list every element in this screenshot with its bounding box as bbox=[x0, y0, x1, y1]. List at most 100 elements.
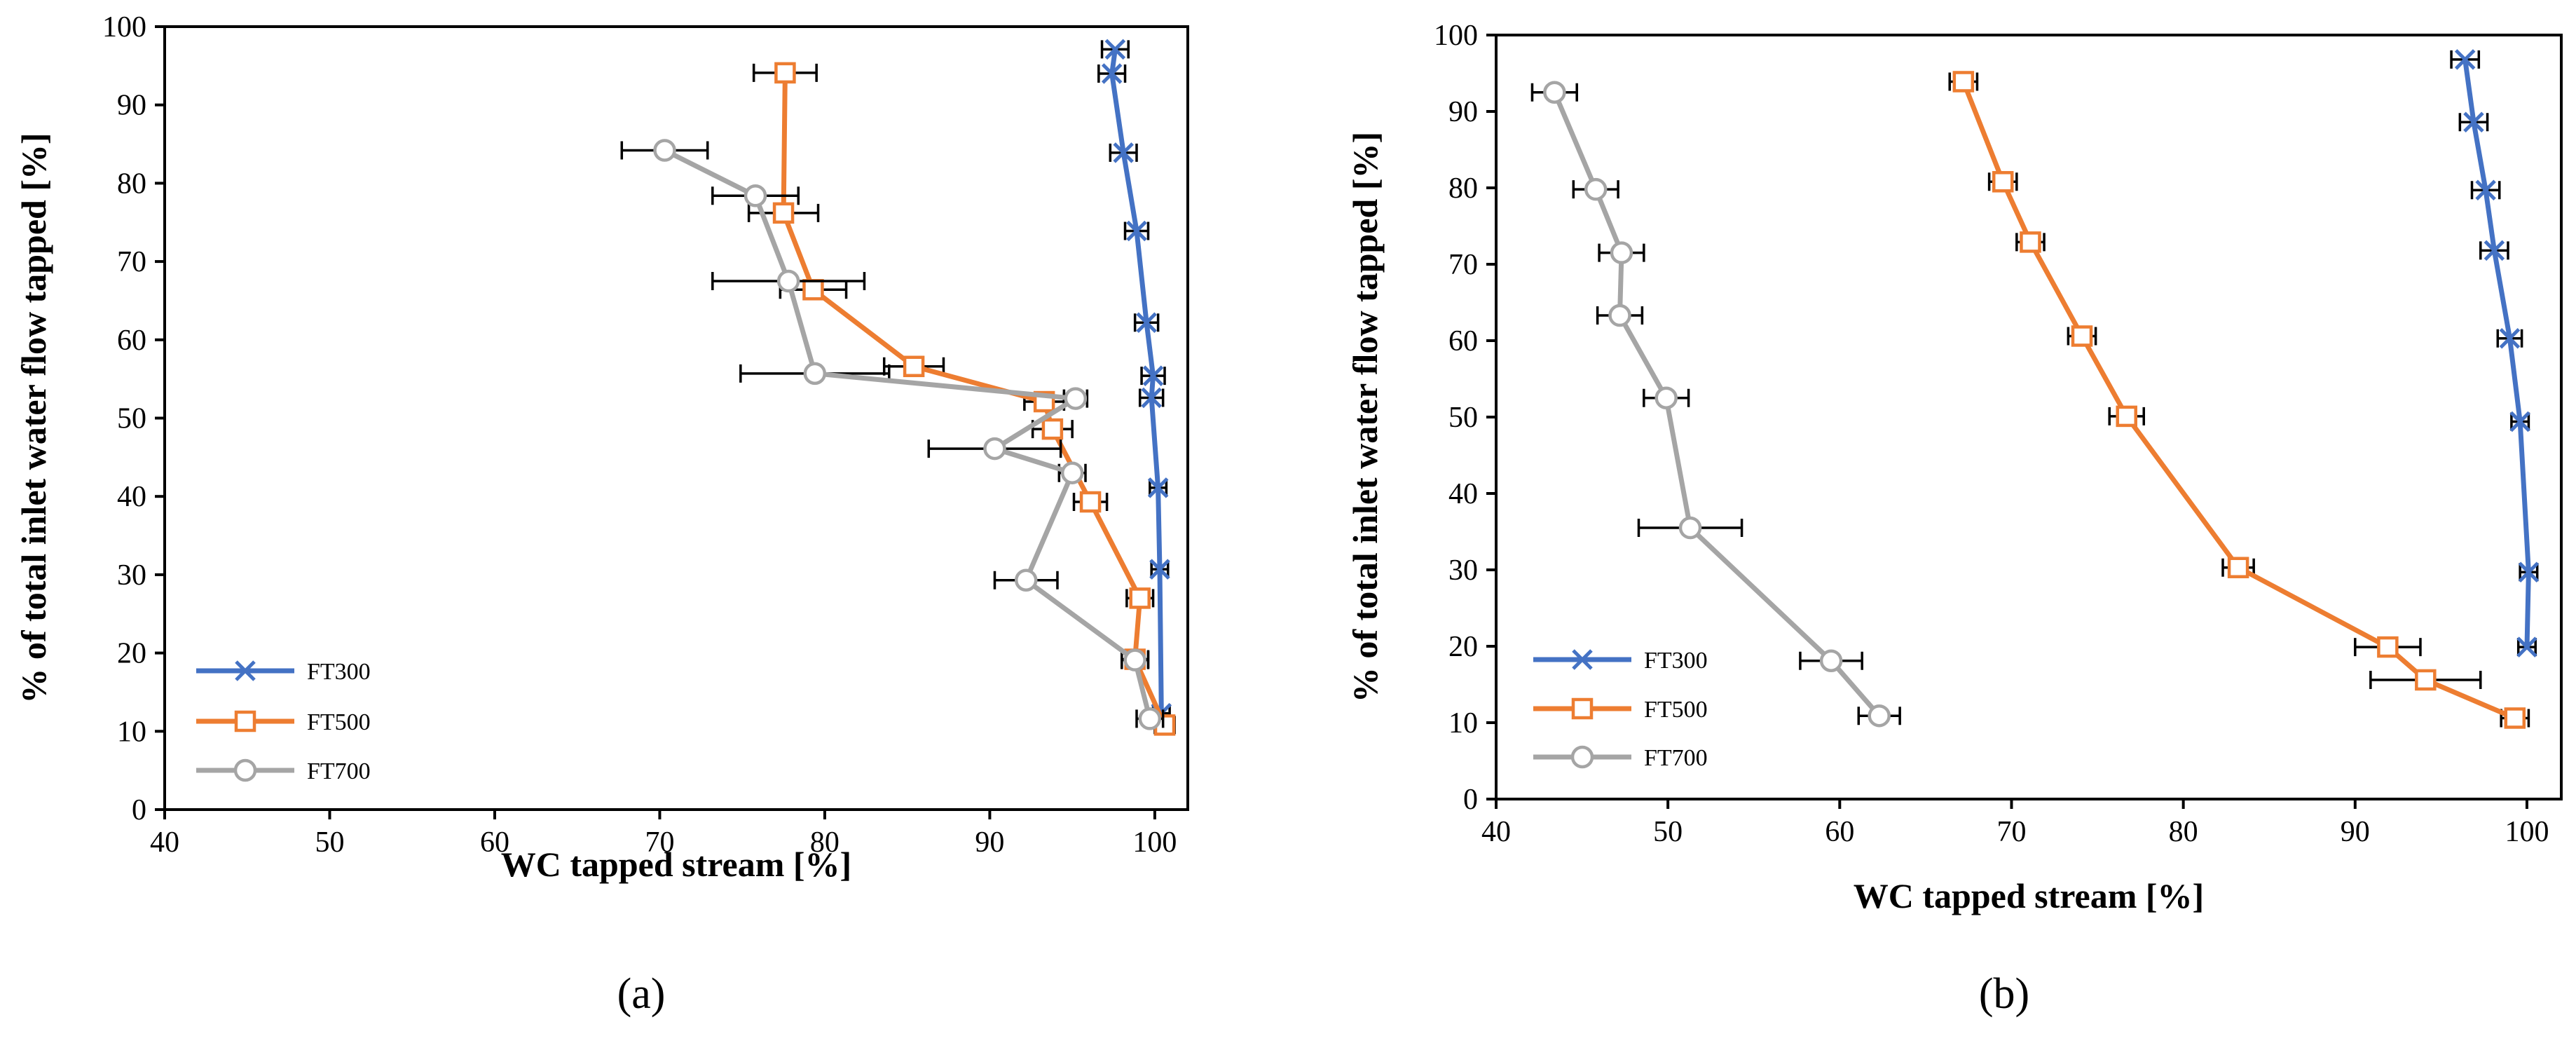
data-point bbox=[1138, 707, 1162, 730]
legend-item-ft500: FT500 bbox=[1533, 697, 1708, 723]
y-tick-label: 30 bbox=[1448, 554, 1478, 587]
data-point bbox=[1608, 304, 1631, 327]
data-point bbox=[774, 62, 796, 84]
data-point bbox=[1952, 71, 1975, 93]
data-point bbox=[1126, 220, 1147, 242]
data-point bbox=[1149, 559, 1170, 580]
y-tick-label: 100 bbox=[1434, 20, 1478, 52]
data-point bbox=[803, 362, 827, 386]
data-point bbox=[2483, 240, 2505, 261]
chart-panel-a: 0 10 20 30 40 50 60 70 80 90 100 40 50 60 70 80 90 100 WC … bbox=[14, 11, 1189, 1018]
x-tick-label: 60 bbox=[480, 826, 509, 859]
y-tick-label: 40 bbox=[117, 481, 146, 513]
y-tick-label: 30 bbox=[117, 559, 146, 592]
y-tick-label: 70 bbox=[1448, 249, 1478, 281]
series-ft300 bbox=[1097, 39, 1172, 724]
data-point bbox=[1064, 387, 1088, 410]
x-tick-label: 40 bbox=[150, 826, 179, 859]
x-axis-title: WC tapped stream [%] bbox=[501, 845, 851, 884]
data-point bbox=[2377, 636, 2399, 658]
x-tick-label: 100 bbox=[1132, 826, 1177, 859]
data-point bbox=[1104, 39, 1126, 60]
x-tick-label: 90 bbox=[2341, 816, 2370, 848]
series-line bbox=[1961, 81, 2516, 721]
x-tick-label: 50 bbox=[315, 826, 344, 859]
series-ft700 bbox=[620, 139, 1165, 730]
data-point bbox=[1014, 568, 1038, 592]
x-tick-label: 70 bbox=[1996, 816, 2026, 848]
legend-marker bbox=[1570, 745, 1594, 769]
chart-panel-b: 0 10 20 30 40 50 60 70 80 90 100 40 50 60 70 80 90 100 WC … bbox=[1345, 20, 2563, 1018]
y-tick-label: 90 bbox=[117, 90, 146, 122]
y-tick-label: 40 bbox=[1448, 478, 1478, 510]
data-point bbox=[1113, 142, 1134, 163]
data-point bbox=[983, 437, 1006, 461]
x-tick-label: 60 bbox=[1825, 816, 1854, 848]
y-tick-label: 0 bbox=[132, 794, 146, 826]
data-point bbox=[1136, 312, 1157, 333]
y-tick-label: 100 bbox=[102, 11, 146, 43]
data-point bbox=[1142, 365, 1164, 386]
y-tick-label: 80 bbox=[1448, 172, 1478, 205]
data-point bbox=[1992, 171, 2014, 193]
panel-label: (a) bbox=[617, 970, 666, 1018]
x-tick-label: 70 bbox=[645, 826, 674, 859]
data-point bbox=[2499, 327, 2521, 349]
y-tick-label: 60 bbox=[117, 325, 146, 357]
data-point bbox=[2415, 669, 2437, 691]
y-axis-title: % of total inlet water flow tapped [%] bbox=[1345, 132, 1385, 702]
plot-area-border bbox=[163, 25, 1189, 811]
data-point bbox=[2071, 325, 2093, 347]
y-tick-label: 10 bbox=[1448, 707, 1478, 739]
x-axis-title: WC tapped stream [%] bbox=[1854, 876, 2204, 915]
data-point bbox=[1101, 63, 1123, 84]
data-point bbox=[1060, 461, 1084, 484]
legend-label: FT700 bbox=[1644, 745, 1708, 771]
legend-marker bbox=[1571, 697, 1594, 720]
data-point bbox=[903, 355, 925, 378]
legend-item-ft300: FT300 bbox=[1533, 648, 1708, 674]
plot-area-border bbox=[1495, 34, 2563, 800]
data-point bbox=[1041, 418, 1064, 440]
y-tick-label: 60 bbox=[1448, 325, 1478, 357]
x-tick-label: 100 bbox=[2505, 816, 2549, 848]
data-point bbox=[2116, 405, 2137, 428]
legend-marker bbox=[234, 710, 256, 732]
series-line bbox=[781, 72, 1167, 726]
data-point bbox=[1654, 386, 1678, 409]
legend-marker bbox=[1572, 649, 1593, 670]
legend-item-ft300: FT300 bbox=[196, 659, 371, 685]
legend-label: FT300 bbox=[1644, 648, 1708, 674]
data-point bbox=[1819, 649, 1843, 672]
data-point bbox=[1079, 491, 1102, 513]
data-point bbox=[653, 139, 676, 162]
data-point bbox=[1543, 81, 1566, 104]
legend-marker bbox=[233, 758, 257, 782]
data-point bbox=[1678, 516, 1702, 540]
series-ft300 bbox=[2450, 49, 2540, 657]
data-point bbox=[1610, 241, 1633, 264]
data-point bbox=[2509, 411, 2530, 432]
legend-item-ft700: FT700 bbox=[1533, 745, 1708, 771]
series-ft500 bbox=[1948, 71, 2530, 729]
data-point bbox=[1584, 177, 1608, 201]
series-line bbox=[1109, 48, 1164, 714]
data-point bbox=[1123, 648, 1146, 672]
data-point bbox=[744, 184, 767, 207]
series-ft700 bbox=[1530, 81, 1901, 728]
y-tick-label: 10 bbox=[117, 716, 146, 748]
legend-marker bbox=[235, 660, 256, 681]
y-tick-label: 80 bbox=[117, 168, 146, 200]
panel-label: (b) bbox=[1979, 970, 2029, 1018]
series-line bbox=[2462, 59, 2531, 648]
y-tick-label: 50 bbox=[1448, 402, 1478, 434]
data-point bbox=[2518, 561, 2540, 583]
legend-label: FT500 bbox=[1644, 697, 1708, 723]
legend-label: FT700 bbox=[307, 758, 371, 784]
data-point bbox=[2020, 231, 2041, 253]
y-axis-title: % of total inlet water flow tapped [%] bbox=[14, 132, 53, 703]
legend-label: FT300 bbox=[307, 659, 371, 685]
data-point bbox=[2454, 49, 2476, 70]
y-tick-label: 70 bbox=[117, 246, 146, 278]
